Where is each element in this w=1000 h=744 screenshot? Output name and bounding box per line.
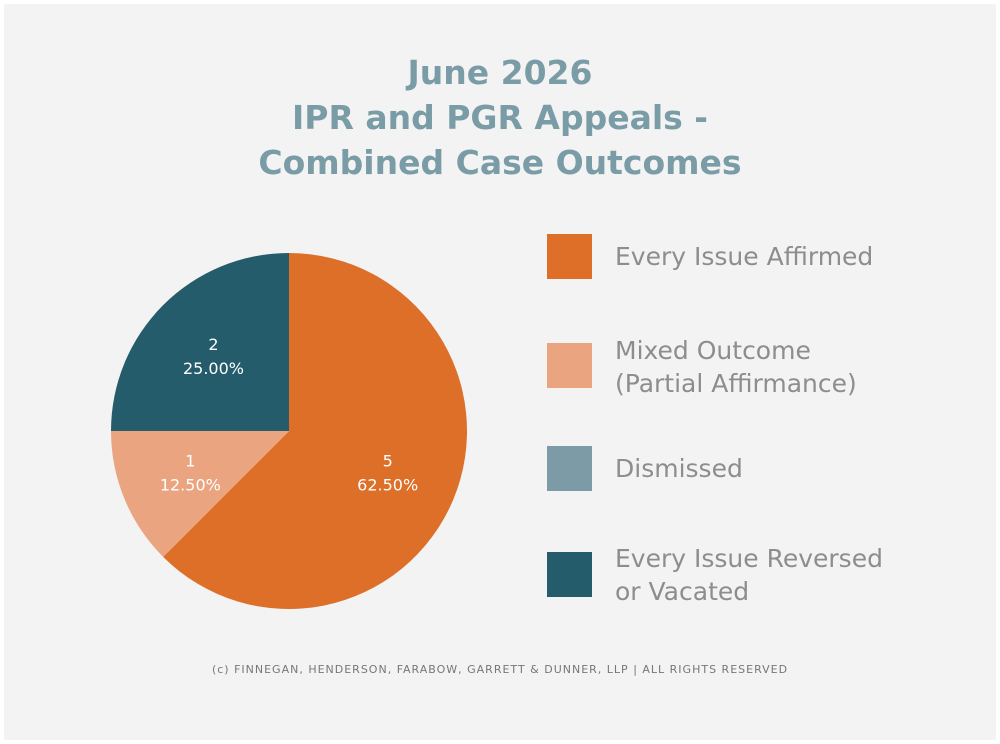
legend-label-line: Mixed Outcome (615, 336, 811, 365)
chart-card: June 2026 IPR and PGR Appeals - Combined… (4, 4, 996, 740)
pie-percent-label-4: 25.00% (183, 359, 244, 378)
legend-label-dismissed: Dismissed (615, 452, 743, 485)
legend-label-line: or Vacated (615, 577, 750, 606)
legend-label-line: (Partial Affirmance) (615, 369, 857, 398)
legend-label-line: Every Issue Affirmed (615, 242, 874, 271)
legend-label-line: Dismissed (615, 454, 743, 483)
pie-slice-2 (110, 431, 289, 557)
pie-value-label-1: 5 (383, 451, 393, 470)
legend-swatch-every-issue-reversed (547, 552, 592, 597)
pie-percent-label-1: 62.50% (357, 475, 418, 494)
pie-value-label-4: 2 (208, 335, 218, 354)
chart-title-line-3: Combined Case Outcomes (258, 143, 742, 182)
pie-slice-4 (111, 253, 289, 431)
chart-title-line-1: June 2026 (407, 53, 593, 92)
legend-label-every-issue-reversed: Every Issue Reversed or Vacated (615, 542, 883, 608)
legend-swatch-mixed-outcome (547, 343, 592, 388)
legend-label-line: Every Issue Reversed (615, 544, 883, 573)
legend-item-every-issue-affirmed: Every Issue Affirmed (547, 234, 967, 294)
legend-label-every-issue-affirmed: Every Issue Affirmed (615, 240, 873, 273)
pie-percent-label-2: 12.50% (160, 475, 221, 494)
legend-item-dismissed: Dismissed (547, 446, 967, 506)
copyright-footer: (c) FINNEGAN, HENDERSON, FARABOW, GARRET… (211, 663, 789, 676)
legend-item-every-issue-reversed: Every Issue Reversed or Vacated (547, 544, 967, 612)
pie-value-label-2: 1 (185, 451, 195, 470)
chart-title: June 2026 IPR and PGR Appeals - Combined… (4, 50, 996, 185)
legend-swatch-dismissed (547, 446, 592, 491)
pie-chart: 5 62.50% 1 12.50% 2 25.00% (110, 253, 468, 609)
legend-swatch-every-issue-affirmed (547, 234, 592, 279)
legend-label-mixed-outcome: Mixed Outcome (Partial Affirmance) (615, 334, 857, 400)
chart-title-line-2: IPR and PGR Appeals - (292, 98, 708, 137)
legend-item-mixed-outcome: Mixed Outcome (Partial Affirmance) (547, 336, 967, 403)
pie-slice-1 (163, 253, 468, 609)
